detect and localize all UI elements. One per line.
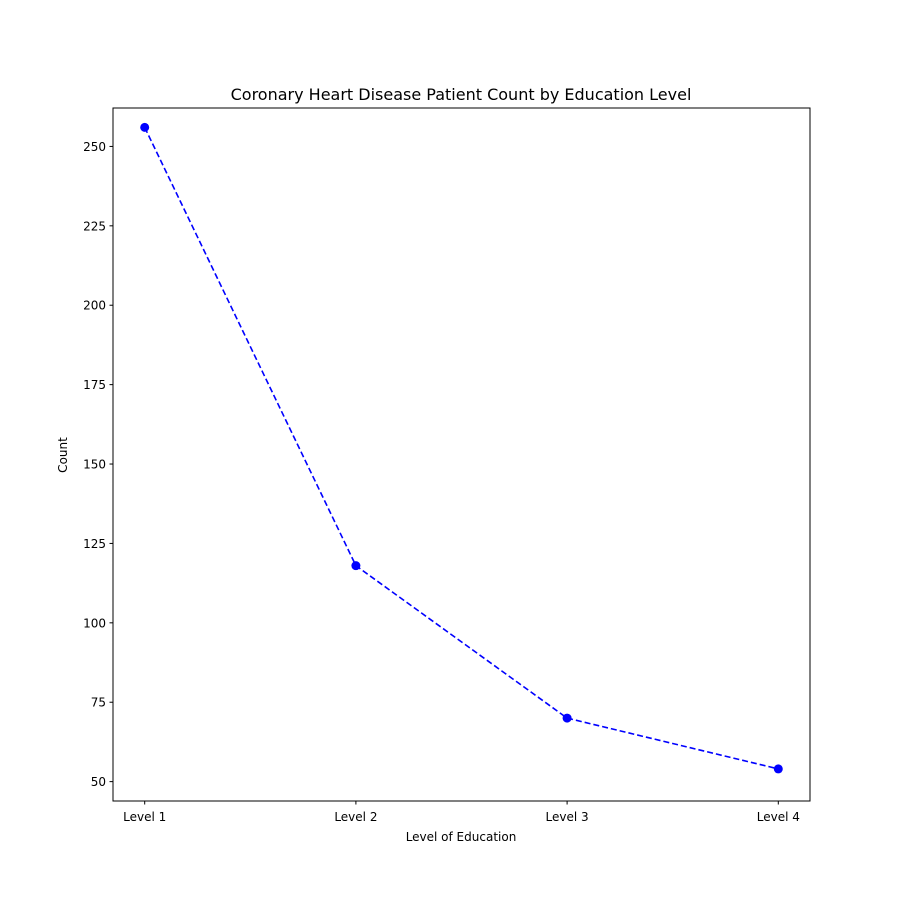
y-tick-label: 125: [83, 537, 106, 551]
y-tick-label: 75: [91, 696, 106, 710]
x-tick-label: Level 1: [123, 810, 166, 824]
series-line: [143, 127, 779, 770]
y-tick-label: 200: [83, 299, 106, 313]
y-tick-label: 250: [83, 140, 106, 154]
chart-title: Coronary Heart Disease Patient Count by …: [231, 85, 692, 104]
y-tick-label: 50: [91, 775, 106, 789]
x-tick-label: Level 4: [757, 810, 800, 824]
data-point-marker: [351, 561, 361, 571]
x-tick-label: Level 2: [334, 810, 377, 824]
y-tick-label: 150: [83, 458, 106, 472]
data-point-marker: [773, 764, 783, 774]
data-point-marker: [562, 713, 572, 723]
y-axis-label: Count: [56, 437, 70, 473]
data-point-marker: [140, 122, 150, 132]
y-tick-label: 175: [83, 378, 106, 392]
x-axis: Level 1 Level 2 Level 3 Level 4: [123, 801, 800, 824]
series-layer: [140, 122, 783, 774]
x-axis-label: Level of Education: [406, 830, 517, 844]
plot-area-frame: [112, 107, 811, 802]
y-axis: 50 75 100 125 150 175 200 225 250: [83, 140, 113, 789]
y-tick-label: 225: [83, 219, 106, 233]
x-tick-label: Level 3: [546, 810, 589, 824]
y-tick-label: 100: [83, 616, 106, 630]
